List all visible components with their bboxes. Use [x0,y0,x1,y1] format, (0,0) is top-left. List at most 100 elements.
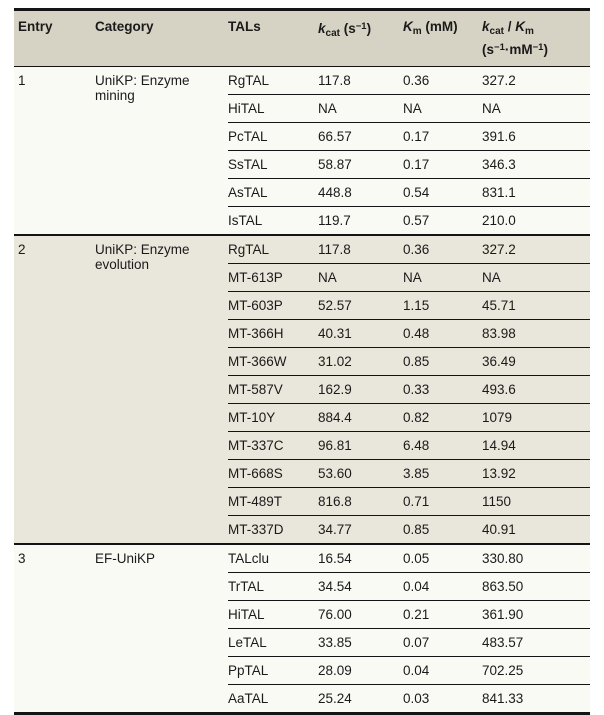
value-cell: 0.21 [403,600,482,629]
value-cell: 346.3 [482,150,590,179]
value-cell: 33.85 [318,628,403,657]
tal-name-cell: MT-668S [228,459,318,488]
header-text-segment: k [482,19,490,34]
tal-name-cell: MT-366W [228,347,318,376]
table-header: Entry Category TALs kcat (s−1) Km (mM) kcat /… [14,8,590,67]
value-cell: 0.17 [403,150,482,179]
value-cell: 0.17 [403,122,482,151]
tal-name-cell: MT-603P [228,291,318,320]
header-text-segment: cat [489,26,504,37]
header-text-segment: / [503,19,516,34]
value-cell: 0.71 [403,487,482,516]
value-cell: 841.33 [482,691,524,706]
kinetics-table-wrapper: Entry Category TALs kcat (s−1) Km (mM) kcat /… [14,8,590,715]
tal-name-cell: LeTAL [228,628,318,657]
value-cell: 0.07 [403,628,482,657]
table-row: SsTAL 58.87 0.17 346.3 [14,150,590,179]
table-row: AsTAL 448.8 0.54 831.1 [14,178,590,207]
table-row: LeTAL 33.85 0.07 483.57 [14,628,590,657]
value-cell: 0.05 [403,543,482,573]
value-cell: 117.8 [318,234,403,264]
value-cell: 28.09 [318,656,403,685]
tal-name-cell: AaTAL [228,691,269,706]
value-cell: 40.91 [482,522,516,537]
value-cell: 1.15 [403,291,482,320]
header-text-segment: cat [325,28,340,39]
column-header-entry: Entry [14,8,95,67]
value-cell: 31.02 [318,347,403,376]
tal-name-cell: TrTAL [228,572,318,601]
value-cell: 0.57 [403,213,430,228]
value-cell: 34.77 [318,522,352,537]
value-cell: 0.85 [403,522,430,537]
value-cell: 52.57 [318,291,403,320]
table-row: HiTAL 76.00 0.21 361.90 [14,600,590,629]
value-cell: 391.6 [482,122,590,151]
value-cell: 0.85 [403,347,482,376]
table-row: MT-10Y 884.4 0.82 1079 [14,403,590,432]
value-cell: NA [318,263,403,292]
header-text-segment: m [412,26,422,37]
value-cell: 831.1 [482,178,590,207]
tal-name-cell: MT-489T [228,487,318,516]
column-header-category: Category [95,8,228,67]
header-text-segment: ) [543,42,548,57]
value-cell: 884.4 [318,403,403,432]
value-cell: 816.8 [318,487,403,516]
table-row: MT-613P NA NA NA [14,263,590,292]
value-cell: 14.94 [482,431,590,460]
value-cell: 1150 [482,487,590,516]
value-cell: 0.54 [403,178,482,207]
header-text-segment: Entry [18,19,53,34]
value-cell: 96.81 [318,431,403,460]
table-row: MT-489T 816.8 0.71 1150 [14,487,590,516]
tal-name-cell: MT-366H [228,319,318,348]
value-cell: 40.31 [318,319,403,348]
table-row: HiTAL NA NA NA [14,94,590,123]
value-cell: NA [403,94,482,123]
value-cell: 483.57 [482,628,590,657]
tal-name-cell: HiTAL [228,600,318,629]
category-label: UniKP: Enzyme evolution [95,234,228,544]
value-cell: 702.25 [482,656,590,685]
value-cell: 25.24 [318,691,352,706]
header-text-segment: −1 [532,42,544,53]
tal-name-cell: HiTAL [228,94,318,123]
value-cell: 493.6 [482,375,590,404]
table-row: PpTAL 28.09 0.04 702.25 [14,656,590,685]
value-cell: 0.48 [403,319,482,348]
table-row: MT-366H 40.31 0.48 83.98 [14,319,590,348]
tal-name-cell: IsTAL [228,213,263,228]
value-cell: 36.49 [482,347,590,376]
value-cell: 117.8 [318,66,403,95]
column-header-kcat-over-km: kcat / Km (s−1·mM−1) [482,8,590,67]
table-row: TrTAL 34.54 0.04 863.50 [14,572,590,601]
value-cell: 76.00 [318,600,403,629]
tal-name-cell: AsTAL [228,178,318,207]
category-label: EF-UniKP [95,543,228,714]
value-cell: 863.50 [482,572,590,601]
value-cell: NA [403,263,482,292]
value-cell: 0.04 [403,656,482,685]
value-cell: 330.80 [482,543,590,573]
value-cell: 83.98 [482,319,590,348]
entry-number: 2 [14,234,95,544]
value-cell: NA [318,94,403,123]
value-cell: 58.87 [318,150,403,179]
column-header-kcat: kcat (s−1) [318,8,403,67]
tal-name-cell: PcTAL [228,122,318,151]
header-text-segment: K [515,19,525,34]
entry-number: 3 [14,543,95,714]
value-cell: NA [482,94,590,123]
tal-name-cell: SsTAL [228,150,318,179]
tal-name-cell: RgTAL [228,234,318,264]
value-cell: 45.71 [482,291,590,320]
table-row: MT-668S 53.60 3.85 13.92 [14,459,590,488]
table-row: MT-337D 34.77 0.85 40.91 [14,516,590,545]
tal-kinetics-table: Entry Category TALs kcat (s−1) Km (mM) kcat /… [14,8,590,715]
table-row: MT-337C 96.81 6.48 14.94 [14,431,590,460]
column-header-tals: TALs [228,8,318,67]
value-cell: 448.8 [318,178,403,207]
value-cell: 0.33 [403,375,482,404]
value-cell: 0.82 [403,403,482,432]
